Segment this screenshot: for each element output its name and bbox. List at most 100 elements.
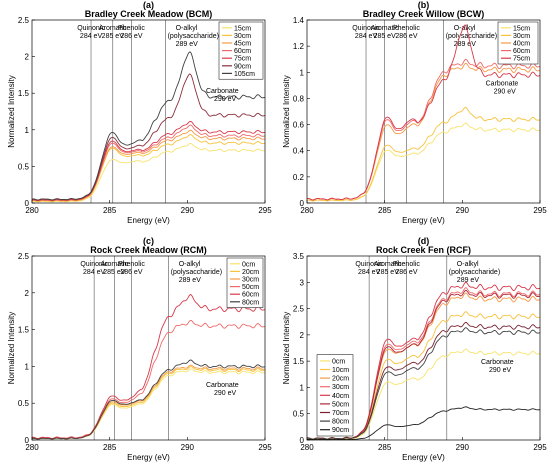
reference-sublabel: (polysaccharide) (171, 269, 222, 276)
plot-frame (306, 19, 541, 204)
reference-label: Phenolic (393, 261, 420, 268)
legend-entry: 70cm (332, 410, 349, 417)
y-tick-label: 2.5 (293, 305, 305, 314)
series-line-20cm (31, 366, 266, 440)
reference-label: Aromatic (101, 261, 129, 268)
x-axis-label: Energy (eV) (127, 453, 170, 462)
legend-entry: 10cm (332, 367, 349, 374)
annotation-sublabel: 290 eV (494, 88, 517, 95)
annotation-label: Carbonate (481, 359, 514, 366)
x-tick-label: 285 (378, 443, 392, 452)
reference-sublabel: 286 eV (120, 33, 143, 40)
legend-entry: 50cm (242, 284, 259, 291)
y-axis-label: Normalized Intensity (282, 312, 291, 384)
series-line-60cm (31, 124, 266, 201)
series-line-15cm (306, 122, 541, 202)
legend-entry: 45cm (234, 41, 251, 48)
reference-label: O-alkyl (457, 261, 479, 268)
y-tick-label: 2.5 (18, 252, 30, 261)
annotation-sublabel: 290 eV (214, 96, 237, 103)
plot-frame (31, 19, 266, 204)
y-tick-label: 0.8 (293, 94, 305, 103)
panel-letter: (c) (143, 236, 154, 246)
legend-entry: 75cm (513, 56, 530, 63)
y-tick-label: 3 (300, 278, 305, 287)
legend-entry: 80cm (332, 419, 349, 426)
legend-entry: 30cm (513, 33, 530, 40)
series-line-90cm (306, 406, 541, 441)
legend-entry: 60cm (513, 48, 530, 55)
series-line-30cm (31, 134, 266, 202)
series-line-45cm (31, 129, 266, 202)
legend-box (226, 257, 264, 308)
legend-entry: 0cm (332, 358, 345, 365)
y-tick-label: 2 (25, 289, 30, 298)
reference-label: Aromatic (374, 261, 402, 268)
y-tick-label: 0 (25, 436, 30, 445)
legend-entry: 80cm (242, 299, 259, 306)
x-tick-label: 295 (258, 206, 272, 215)
series-line-60cm (31, 294, 266, 440)
reference-sublabel-2: 289 eV (454, 41, 477, 48)
y-tick-label: 0.6 (293, 121, 305, 130)
legend-entry: 90cm (234, 63, 251, 70)
legend-entry: 30cm (242, 277, 259, 284)
x-tick-label: 280 (25, 443, 39, 452)
x-tick-label: 290 (456, 206, 470, 215)
y-tick-label: 1.2 (293, 42, 305, 51)
x-tick-label: 290 (181, 443, 195, 452)
y-tick-label: 1 (25, 126, 30, 135)
y-axis-label: Normalized Intensity (282, 75, 291, 147)
panel-letter: (b) (418, 0, 430, 10)
reference-label: O-alkyl (179, 261, 201, 268)
x-tick-label: 280 (25, 206, 39, 215)
series-line-30cm (306, 106, 541, 202)
reference-sublabel: 284 eV (83, 269, 106, 276)
y-tick-label: 3.5 (293, 252, 305, 261)
reference-label: Quinonic (80, 261, 108, 268)
legend-entry: 50cm (332, 401, 349, 408)
reference-label: Aromatic (371, 25, 399, 32)
y-tick-label: 2 (25, 53, 30, 62)
series-line-105cm (31, 51, 266, 201)
series-line-15cm (31, 142, 266, 203)
y-tick-label: 2 (300, 331, 305, 340)
y-tick-label: 1.4 (293, 16, 305, 25)
y-axis-label: Normalized Intensity (7, 312, 16, 384)
annotation-sublabel: 290 eV (214, 390, 237, 397)
legend-entry: 60cm (234, 48, 251, 55)
reference-sublabel: 286 eV (395, 269, 418, 276)
y-tick-label: 0.4 (293, 147, 305, 156)
legend-entry: 30cm (234, 33, 251, 40)
legend-entry: 30cm (332, 384, 349, 391)
reference-sublabel-2: 289 eV (179, 277, 202, 284)
reference-sublabel: 285 eV (374, 33, 397, 40)
y-tick-label: 0 (300, 436, 305, 445)
x-tick-label: 295 (258, 443, 272, 452)
y-axis-label: Normalized Intensity (7, 75, 16, 147)
y-tick-label: 0 (25, 199, 30, 208)
legend-entry: 105cm (234, 71, 255, 78)
legend-entry: 90cm (332, 427, 349, 434)
x-tick-label: 285 (103, 206, 117, 215)
reference-label: Quinonic (355, 261, 383, 268)
reference-sublabel: (polysaccharide) (168, 33, 219, 40)
x-axis-label: Energy (eV) (402, 453, 445, 462)
y-tick-label: 1.5 (293, 357, 305, 366)
legend-entry: 75cm (234, 56, 251, 63)
reference-sublabel-2: 289 eV (176, 41, 199, 48)
y-tick-label: 2.5 (18, 16, 30, 25)
reference-sublabel: 286 eV (120, 269, 143, 276)
y-tick-label: 1 (25, 362, 30, 371)
annotation-sublabel: 290 eV (489, 367, 512, 374)
legend-entry: 15cm (234, 25, 251, 32)
panel-letter: (a) (143, 0, 154, 10)
panel-title: Rock Creek Fen (RCF) (376, 245, 471, 255)
panel-title: Rock Creek Meadow (RCM) (90, 245, 207, 255)
reference-sublabel: 285 eV (102, 33, 125, 40)
